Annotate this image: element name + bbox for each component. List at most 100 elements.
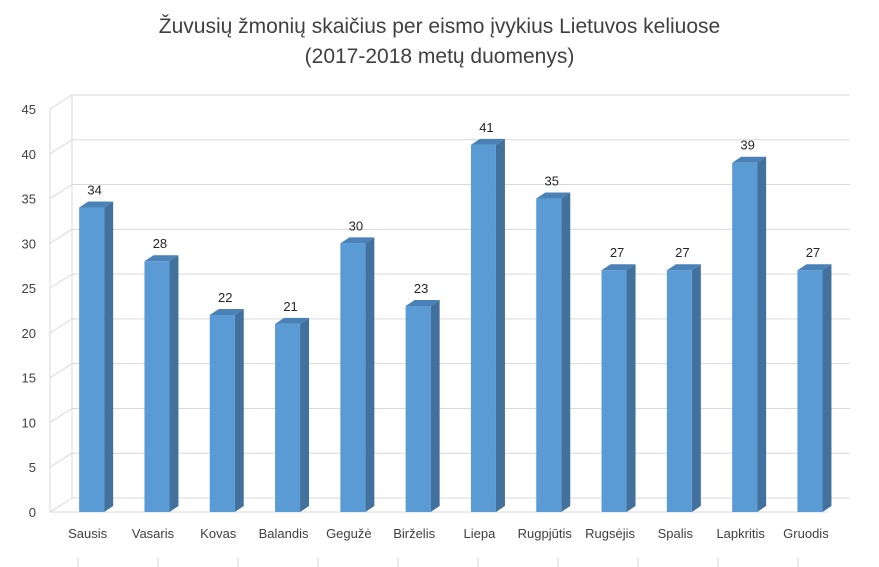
data-label: 27 <box>806 245 820 260</box>
bar-side <box>691 264 701 512</box>
y-tick-label: 30 <box>22 236 36 251</box>
x-tick-label: Gruodis <box>783 526 829 541</box>
bar-front <box>536 198 562 513</box>
bar: 27 <box>601 245 636 512</box>
x-axis: Sausis Vasaris Kovas Balandis Gegužė Birželis… <box>68 526 829 567</box>
gridline-side <box>49 363 73 379</box>
bar-front <box>797 270 823 512</box>
bar-top <box>275 317 310 324</box>
data-label: 27 <box>610 245 624 260</box>
data-label: 23 <box>414 281 428 296</box>
gridline-side <box>49 452 73 468</box>
bar: 21 <box>275 299 310 512</box>
y-tick-label: 35 <box>22 192 36 207</box>
x-tick-label: Rugsėjis <box>585 526 635 541</box>
data-label: 35 <box>545 174 559 189</box>
bar-front <box>209 314 235 512</box>
bar: 22 <box>209 290 244 512</box>
data-label: 30 <box>349 218 363 233</box>
x-tick-label: Lapkritis <box>716 526 765 541</box>
bar-side <box>430 300 440 512</box>
x-tick-label: Liepa <box>464 526 497 541</box>
bar: 41 <box>470 120 505 513</box>
data-label: 22 <box>218 290 232 305</box>
bar-side <box>626 264 636 512</box>
bar: 27 <box>797 245 832 512</box>
bar-front <box>79 207 105 512</box>
bar-side <box>234 308 244 512</box>
bar-front <box>405 306 431 512</box>
gridline-side <box>49 228 73 244</box>
bar-top <box>340 237 375 244</box>
gridline-side <box>49 94 73 110</box>
x-tick-label: Vasaris <box>132 526 175 541</box>
bar-front <box>340 243 366 513</box>
chart-subtitle: (2017-2018 metų duomenys) <box>304 45 575 68</box>
data-label: 27 <box>675 245 689 260</box>
gridline-side <box>49 184 73 199</box>
bar-side <box>169 255 179 512</box>
y-axis: 0 5 10 15 20 25 30 35 40 45 <box>22 102 36 520</box>
bar: 27 <box>666 245 701 512</box>
y-tick-label: 20 <box>22 326 36 341</box>
y-tick-label: 10 <box>22 415 36 430</box>
gridline-side <box>49 273 73 289</box>
bar-top <box>536 192 571 199</box>
bar-side <box>822 264 832 512</box>
bar-top <box>666 264 701 271</box>
gridline-side <box>49 139 73 155</box>
gridline-side <box>49 497 73 513</box>
bar-front <box>470 144 496 513</box>
bar-top <box>797 264 832 271</box>
x-tick-label: Sausis <box>68 526 108 541</box>
gridlines <box>49 94 850 513</box>
y-tick-label: 5 <box>29 460 36 475</box>
bar-side <box>561 192 571 513</box>
bar-front <box>666 270 692 512</box>
data-label: 28 <box>153 236 167 251</box>
data-label: 34 <box>87 183 101 198</box>
bar-side <box>365 237 375 513</box>
data-label: 21 <box>283 299 297 314</box>
bar-top <box>405 300 440 307</box>
bar-side <box>757 156 767 512</box>
bar-top <box>209 308 244 315</box>
bar-top <box>470 138 505 145</box>
bar-side <box>104 201 114 512</box>
bars: 34 28 22 21 30 23 41 35 27 27 39 27 <box>79 120 832 513</box>
x-tick-label: Kovas <box>200 526 237 541</box>
y-tick-label: 0 <box>29 505 36 520</box>
x-tick-label: Balandis <box>259 526 309 541</box>
bar-top <box>79 201 114 208</box>
bar: 23 <box>405 281 440 512</box>
x-tick-label: Spalis <box>658 526 694 541</box>
bar: 39 <box>732 138 767 512</box>
bar-front <box>144 261 170 512</box>
chart-title-main: Žuvusių žmonių skaičius per eismo įvykiu… <box>158 15 721 38</box>
x-tick-label: Birželis <box>393 526 435 541</box>
y-tick-label: 40 <box>22 147 36 162</box>
x-tick-label: Gegužė <box>326 526 372 541</box>
y-tick-label: 45 <box>22 102 36 117</box>
bar-side <box>495 138 505 513</box>
bar-top <box>732 156 767 163</box>
gridline-side <box>49 408 73 423</box>
bar-side <box>300 317 310 512</box>
bar: 35 <box>536 174 571 513</box>
bar-front <box>275 323 301 512</box>
chart-title: Žuvusių žmonių skaičius per eismo įvykiu… <box>0 12 879 72</box>
bar: 28 <box>144 236 179 512</box>
data-label: 39 <box>740 138 754 153</box>
bar-top <box>601 264 636 271</box>
y-tick-label: 25 <box>22 281 36 296</box>
x-tick-label: Rugpjūtis <box>518 526 573 541</box>
bar-front <box>601 270 627 512</box>
gridline-side <box>49 318 73 334</box>
bar-front <box>732 162 758 512</box>
bar-top <box>144 255 179 262</box>
bar: 34 <box>79 183 114 512</box>
bar: 30 <box>340 218 375 513</box>
data-label: 41 <box>479 120 493 135</box>
y-tick-label: 15 <box>22 371 36 386</box>
